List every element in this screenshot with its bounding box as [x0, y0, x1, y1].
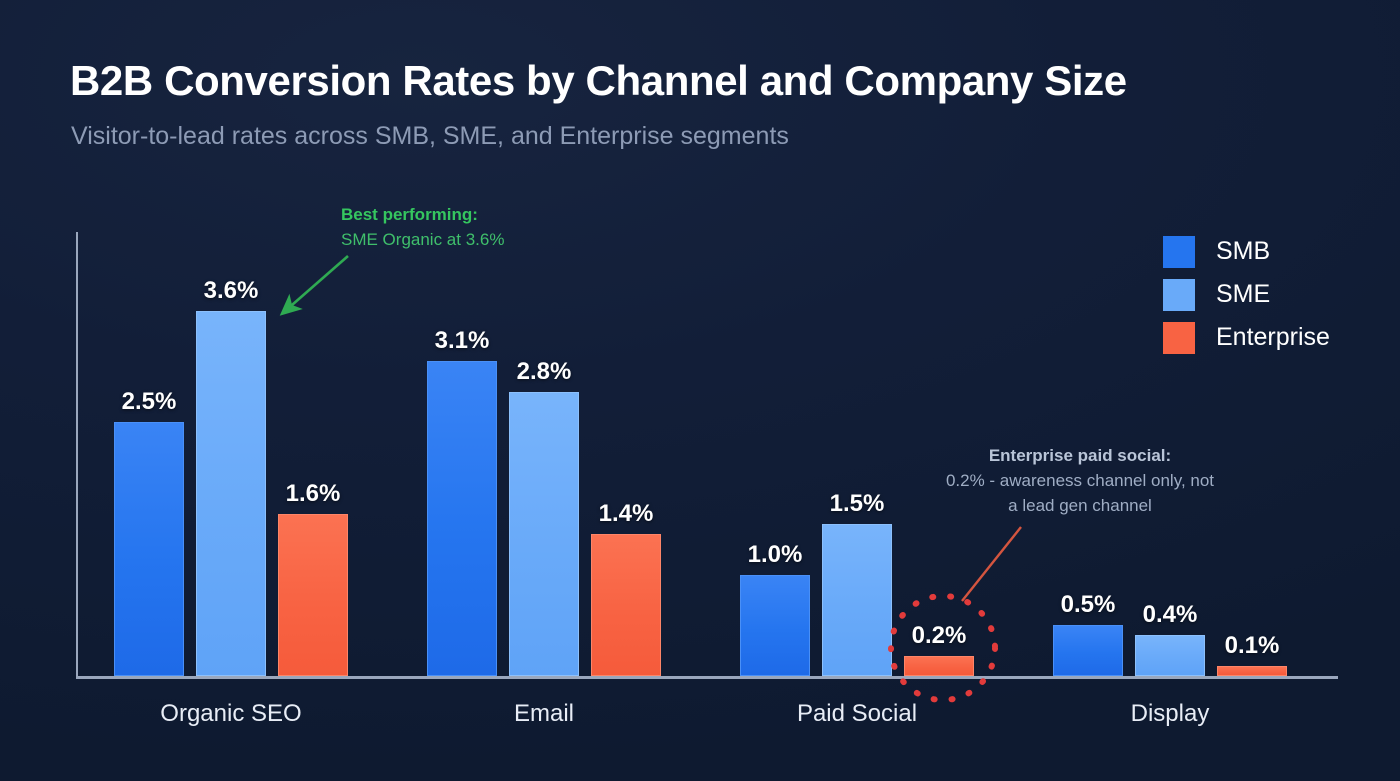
- bar-paid-social-enterprise[interactable]: [904, 655, 974, 676]
- annotation-paid-social-title: Enterprise paid social:: [988, 446, 1172, 465]
- legend-swatch-icon: [1163, 235, 1195, 268]
- bar-email-enterprise[interactable]: [591, 533, 661, 676]
- bar-value-label: 3.6%: [203, 276, 259, 304]
- bar-organic-seo-smb[interactable]: [114, 422, 184, 676]
- bar-value-label: 2.8%: [516, 357, 572, 385]
- annotation-paid-social: Enterprise paid social: 0.2% - awareness…: [940, 444, 1220, 518]
- bar-value-label: 0.5%: [1060, 591, 1116, 619]
- x-axis-label-display: Display: [1130, 700, 1210, 727]
- bar-value-label: 0.2%: [911, 621, 967, 649]
- bar-value-label: 2.5%: [121, 388, 177, 416]
- legend: SMB SME Enterprise: [1163, 230, 1330, 359]
- bar-paid-social-smb[interactable]: [740, 574, 810, 676]
- plot-area: 2.5% 3.6% 1.6% 3.1% 2.8% 1.4% 1.0% 1.5% 0.2% 0.5%…: [76, 232, 1338, 679]
- bar-value-label: 1.5%: [829, 489, 885, 517]
- bar-value-label: 1.6%: [285, 479, 341, 507]
- legend-swatch-icon: [1163, 321, 1195, 354]
- page-title: B2B Conversion Rates by Channel and Comp…: [70, 57, 1127, 104]
- annotation-best-performing: Best performing: SME Organic at 3.6%: [341, 203, 504, 252]
- x-axis-label-email: Email: [513, 700, 574, 727]
- annotation-best-body: SME Organic at 3.6%: [341, 230, 505, 249]
- y-axis-line: [76, 232, 78, 678]
- bar-display-enterprise[interactable]: [1217, 665, 1287, 676]
- legend-item-label: Enterprise: [1216, 323, 1330, 351]
- bar-value-label: 1.0%: [747, 540, 803, 568]
- page-subtitle: Visitor-to-lead rates across SMB, SME, a…: [71, 122, 789, 150]
- x-axis-label-paid-social: Paid Social: [796, 700, 918, 727]
- x-axis-line: [76, 676, 1338, 679]
- bar-email-sme[interactable]: [509, 391, 579, 676]
- bar-value-label: 0.1%: [1224, 631, 1280, 659]
- annotation-paid-social-body: 0.2% - awareness channel only, not a lea…: [945, 471, 1215, 515]
- bar-display-smb[interactable]: [1053, 625, 1123, 676]
- legend-item-smb[interactable]: SMB: [1163, 230, 1330, 273]
- legend-item-label: SME: [1216, 280, 1271, 308]
- annotation-best-title: Best performing:: [341, 205, 478, 224]
- bar-display-sme[interactable]: [1135, 635, 1205, 676]
- legend-item-enterprise[interactable]: Enterprise: [1163, 316, 1330, 359]
- bar-organic-seo-enterprise[interactable]: [278, 513, 348, 676]
- bar-value-label: 1.4%: [598, 499, 654, 527]
- bar-organic-seo-sme[interactable]: [196, 310, 266, 676]
- bar-value-label: 3.1%: [434, 327, 490, 355]
- legend-item-sme[interactable]: SME: [1163, 273, 1330, 316]
- bar-paid-social-sme[interactable]: [822, 523, 892, 676]
- legend-swatch-icon: [1163, 278, 1195, 311]
- x-axis-label-organic-seo: Organic SEO: [160, 700, 302, 727]
- legend-item-label: SMB: [1216, 237, 1271, 265]
- bar-email-smb[interactable]: [427, 361, 497, 676]
- bar-value-label: 0.4%: [1142, 601, 1198, 629]
